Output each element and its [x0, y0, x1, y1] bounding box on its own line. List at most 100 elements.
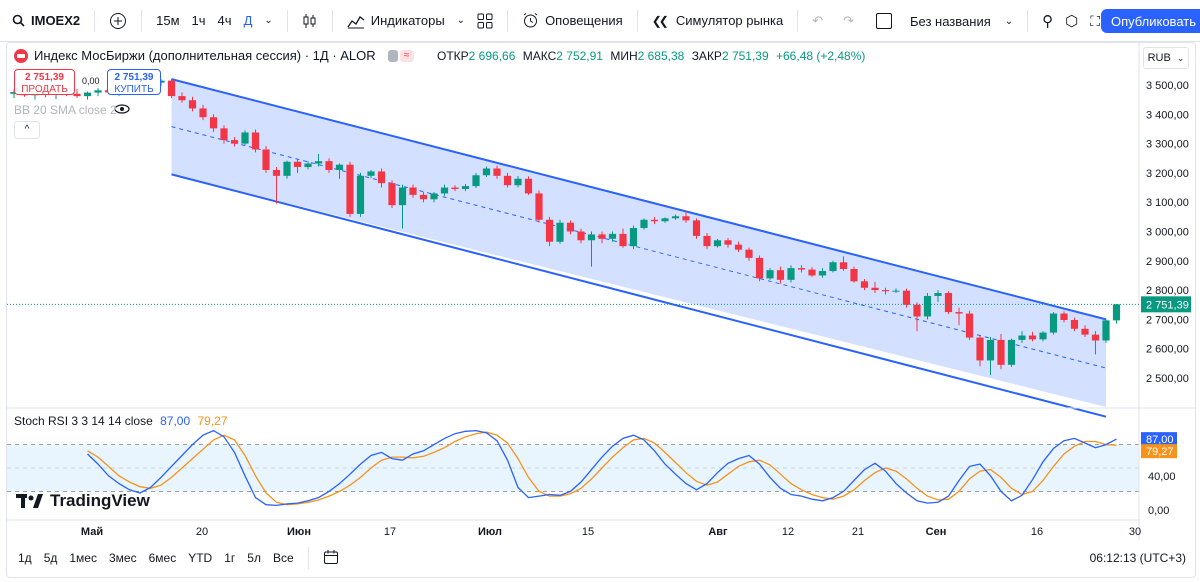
range-6m[interactable]: 6мес: [148, 551, 177, 565]
candle-body: [608, 233, 617, 239]
chevron-up-icon: ^: [24, 124, 30, 135]
candle: [493, 165, 501, 179]
alerts-button[interactable]: Оповещения: [516, 12, 629, 29]
quick-search-button[interactable]: ⚲: [1036, 12, 1059, 30]
candle: [241, 130, 249, 146]
range-1d[interactable]: 1д: [18, 551, 32, 565]
plus-circle-icon: [110, 12, 127, 29]
candle-body: [839, 262, 848, 270]
flag-badge[interactable]: ≈: [387, 49, 414, 62]
candle-body: [650, 219, 659, 222]
candle: [619, 228, 627, 248]
symbol-search-button[interactable]: IMOEX2: [0, 13, 86, 28]
timeframe-dropdown[interactable]: ⌄: [258, 15, 278, 26]
candle-body: [178, 96, 186, 101]
currency-selector[interactable]: RUB ⌄: [1143, 47, 1189, 69]
candle-body: [262, 149, 270, 170]
buy-button[interactable]: 2 751,39 КУПИТЬ: [107, 69, 161, 95]
candle-body: [1112, 304, 1121, 321]
range-5y[interactable]: 5л: [247, 551, 261, 565]
divider: [507, 9, 509, 32]
undo-button[interactable]: ↶: [806, 13, 829, 29]
range-1m[interactable]: 1мес: [69, 551, 97, 565]
price-tick-label: 3 500,00: [1146, 80, 1189, 92]
fullscreen-button[interactable]: ⛶: [1084, 13, 1106, 30]
candle: [73, 89, 81, 98]
tradingview-logo[interactable]: TradingView: [16, 491, 150, 511]
alor-logo-icon: [14, 48, 28, 63]
candle-body: [892, 290, 900, 292]
candle: [944, 291, 953, 315]
clock-timezone[interactable]: 06:12:13 (UTC+3): [1089, 551, 1186, 565]
publish-button[interactable]: Опубликовать: [1100, 9, 1200, 33]
close-label: ЗАКР: [691, 49, 722, 63]
candle: [881, 287, 890, 295]
candle: [902, 288, 911, 308]
collapse-legend-button[interactable]: ^: [14, 121, 40, 139]
price-tick-label: 3 000,00: [1146, 227, 1189, 239]
range-all[interactable]: Все: [272, 551, 294, 565]
candle-body: [1007, 339, 1016, 365]
candle-body: [472, 175, 480, 187]
candle: [1081, 325, 1089, 337]
candle: [220, 125, 228, 144]
candle: [346, 161, 354, 217]
low-label: МИН: [610, 49, 638, 63]
candle-body: [482, 168, 491, 176]
candle-body: [1070, 319, 1079, 329]
bb-indicator-label[interactable]: BB 20 SMA close 2: [14, 103, 117, 117]
templates-button[interactable]: [471, 13, 499, 29]
chart-type-button[interactable]: [296, 13, 324, 29]
candle-body: [167, 80, 176, 97]
range-1y[interactable]: 1г: [224, 551, 236, 565]
candle: [209, 114, 218, 132]
candle: [1007, 338, 1016, 367]
range-3m[interactable]: 3мес: [108, 551, 137, 565]
candle: [608, 231, 617, 242]
timeframe-1h[interactable]: 1ч: [191, 13, 206, 28]
candle: [1028, 331, 1037, 342]
chart-frame: [6, 42, 1196, 578]
timeframe-1d[interactable]: Д: [243, 13, 253, 28]
candle-body: [566, 222, 575, 232]
candle: [83, 91, 92, 100]
candle: [587, 231, 596, 267]
publish-label: Опубликовать: [1110, 13, 1196, 29]
undo-icon: ↶: [812, 12, 824, 28]
stoch-d-axis-label: 79,27: [1146, 446, 1174, 458]
candle-body: [619, 233, 627, 247]
timeframe-4h[interactable]: 4ч: [217, 13, 232, 28]
stoch-rsi-legend[interactable]: Stoch RSI 3 3 14 14 close 87,00 79,27: [14, 414, 228, 428]
candle: [755, 255, 764, 282]
compare-button[interactable]: [103, 12, 133, 30]
sell-button[interactable]: 2 751,39 ПРОДАТЬ: [14, 69, 75, 95]
instrument-title[interactable]: Индекс МосБиржи (дополнительная сессия) …: [34, 48, 376, 63]
candle: [913, 302, 921, 332]
price-tick-label: 3 200,00: [1146, 168, 1189, 180]
candle-body: [398, 187, 407, 206]
candle: [230, 137, 239, 147]
redo-icon: ↷: [843, 12, 855, 28]
layout-menu-button[interactable]: Без названия ⌄: [870, 13, 1019, 29]
candle-body: [913, 304, 921, 317]
market-simulator-button[interactable]: ❮❮ Симулятор рынка: [646, 13, 790, 28]
candle-body: [388, 183, 396, 206]
candle: [724, 237, 732, 248]
range-5d[interactable]: 5д: [43, 551, 58, 565]
candle-body: [1081, 328, 1089, 335]
timeframe-15m[interactable]: 15м: [156, 13, 180, 28]
goto-date-button[interactable]: [317, 549, 345, 568]
candle: [545, 216, 554, 247]
candle-body: [367, 171, 375, 176]
candle: [650, 216, 659, 225]
time-tick-label: 16: [1031, 526, 1043, 538]
indicators-button[interactable]: Индикаторы ⌄: [341, 13, 471, 29]
candle-body: [10, 92, 18, 94]
candle-body: [556, 222, 564, 242]
range-ytd[interactable]: YTD: [188, 551, 213, 565]
settings-button[interactable]: ⬡: [1059, 12, 1084, 30]
grid-icon: [477, 13, 493, 28]
price-tick-label: 2 800,00: [1146, 285, 1189, 297]
redo-button[interactable]: ↷: [837, 13, 860, 29]
